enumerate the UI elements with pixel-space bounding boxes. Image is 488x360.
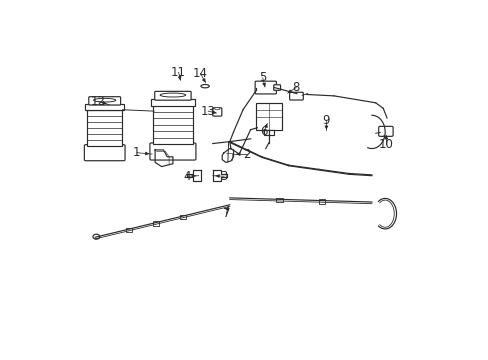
Text: 4: 4 [183, 170, 191, 183]
FancyBboxPatch shape [85, 104, 124, 110]
Text: 14: 14 [193, 67, 208, 80]
Text: 11: 11 [171, 66, 186, 79]
FancyBboxPatch shape [152, 221, 159, 226]
Text: 7: 7 [222, 207, 230, 220]
Ellipse shape [160, 93, 185, 97]
Ellipse shape [201, 85, 209, 88]
Text: 10: 10 [378, 138, 393, 151]
Text: 5: 5 [259, 71, 266, 84]
FancyBboxPatch shape [289, 92, 303, 100]
Circle shape [93, 234, 100, 239]
FancyBboxPatch shape [276, 198, 282, 202]
FancyBboxPatch shape [179, 215, 185, 219]
Text: 12: 12 [91, 95, 105, 108]
Ellipse shape [214, 108, 220, 110]
FancyBboxPatch shape [125, 228, 132, 232]
Text: 8: 8 [292, 81, 299, 94]
Text: 9: 9 [322, 114, 329, 127]
FancyBboxPatch shape [89, 97, 121, 105]
Text: 3: 3 [220, 170, 227, 183]
Text: 13: 13 [200, 105, 215, 118]
FancyBboxPatch shape [150, 143, 196, 160]
FancyBboxPatch shape [255, 81, 276, 94]
FancyBboxPatch shape [154, 91, 191, 100]
Text: 2: 2 [243, 148, 250, 161]
FancyBboxPatch shape [84, 145, 125, 161]
FancyBboxPatch shape [150, 99, 195, 105]
Text: 1: 1 [133, 146, 141, 159]
FancyBboxPatch shape [264, 130, 273, 135]
Bar [153, 105, 192, 144]
FancyBboxPatch shape [273, 85, 280, 90]
FancyBboxPatch shape [378, 126, 392, 136]
FancyBboxPatch shape [212, 108, 222, 116]
FancyBboxPatch shape [319, 199, 325, 204]
FancyBboxPatch shape [255, 103, 281, 130]
Ellipse shape [93, 98, 116, 102]
Text: 6: 6 [260, 125, 267, 138]
Bar [87, 110, 122, 146]
